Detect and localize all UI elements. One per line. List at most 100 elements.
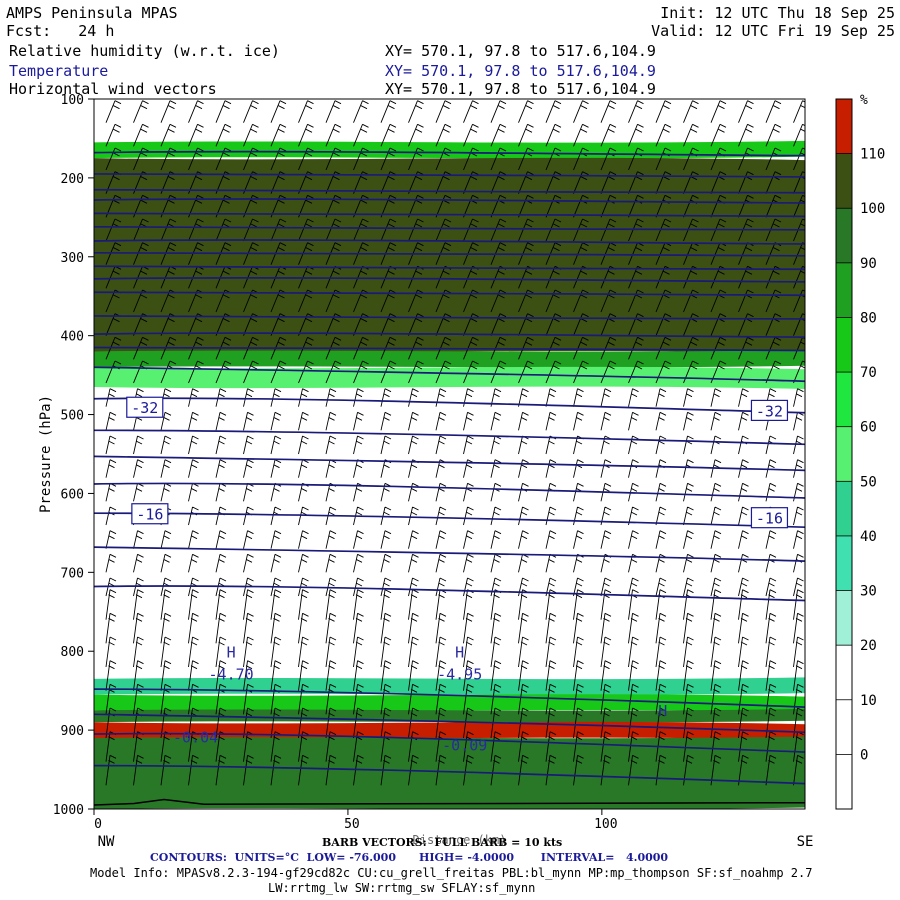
- wind-barb: [160, 553, 172, 573]
- wind-barb: [188, 553, 199, 573]
- temperature-contours: [94, 150, 805, 785]
- wind-barb: [683, 123, 699, 147]
- wind-barb: [133, 530, 144, 549]
- wind-barb: [573, 636, 584, 668]
- wind-barb: [490, 506, 502, 526]
- wind-barb: [188, 435, 199, 455]
- y-tick-label: 800: [61, 645, 84, 660]
- wind-barb: [463, 100, 479, 123]
- wind-barb: [518, 100, 534, 123]
- wind-barb: [683, 636, 694, 668]
- wind-barb: [353, 660, 364, 691]
- wind-barb: [215, 411, 227, 431]
- wind-barb: [325, 754, 337, 786]
- wind-barb: [710, 530, 722, 549]
- wind-barb: [298, 589, 309, 620]
- wind-barb: [160, 754, 172, 786]
- field-rh-xy: XY= 570.1, 97.8 to 517.6,104.9: [385, 42, 656, 60]
- y-tick-label: 200: [61, 172, 84, 187]
- temperature-contour: [94, 188, 805, 194]
- wind-barb: [435, 218, 452, 242]
- contour-label-box: [750, 507, 789, 529]
- contour-legend: CONTOURS: UNITS=°C LOW= -76.000 HIGH= -4…: [150, 851, 669, 864]
- contour-label: -16: [756, 510, 783, 528]
- temperature-contour: [94, 212, 805, 218]
- wind-barb: [160, 411, 172, 431]
- wind-barb: [105, 123, 122, 147]
- wind-barb: [133, 589, 144, 620]
- wind-barb: [765, 482, 777, 502]
- wind-barb: [765, 612, 777, 644]
- x-tick-label: 50: [344, 817, 360, 832]
- wind-barb: [600, 660, 612, 691]
- colorbar-unit: %: [860, 93, 868, 108]
- wind-barb: [490, 218, 507, 242]
- wind-barb: [683, 360, 699, 384]
- wind-barb: [188, 123, 204, 147]
- wind-barb: [270, 612, 282, 644]
- wind-barb: [710, 612, 722, 644]
- colorbar-swatch: [836, 262, 852, 318]
- plot-frame: [93, 98, 806, 810]
- wind-barb: [188, 100, 204, 123]
- wind-barb: [380, 411, 392, 431]
- temperature-contour: [94, 251, 805, 257]
- wind-barb: [765, 589, 777, 620]
- contour-label-box: [131, 503, 169, 525]
- rh-layer: [94, 157, 805, 354]
- wind-barb: [243, 530, 254, 549]
- temperature-contour: [94, 332, 805, 338]
- extremum-value: -0.04: [173, 729, 218, 747]
- temperature-contour: [94, 198, 805, 204]
- wind-barb: [738, 612, 749, 644]
- wind-barb: [738, 482, 749, 502]
- wind-barb: [325, 553, 337, 573]
- wind-barb: [298, 530, 309, 549]
- contour-label: -16: [136, 506, 163, 524]
- wind-barb: [325, 100, 342, 123]
- wind-barb: [573, 336, 589, 360]
- wind-barb: [215, 660, 227, 691]
- wind-barb: [490, 530, 502, 549]
- wind-barb: [765, 123, 782, 147]
- wind-barb: [573, 218, 589, 242]
- wind-barb: [325, 218, 342, 242]
- wind-barb: [628, 388, 639, 407]
- wind-barb: [243, 589, 254, 620]
- wind-barb: [408, 577, 419, 597]
- wind-barb: [435, 553, 447, 573]
- wind-barb: [765, 754, 777, 786]
- wind-barb: [765, 336, 782, 360]
- wind-barb: [243, 660, 254, 691]
- wind-barb: [408, 100, 424, 123]
- wind-barb: [573, 754, 584, 786]
- wind-barb: [628, 336, 644, 360]
- colorbar-swatch: [836, 208, 852, 263]
- temperature-contour: [94, 265, 805, 271]
- wind-barb: [435, 660, 447, 691]
- wind-barb: [353, 707, 364, 739]
- x-axis-title: Distance (km): [413, 833, 507, 847]
- wind-barb: [793, 636, 804, 668]
- field-wind-name: Horizontal wind vectors: [9, 80, 217, 98]
- barb-legend: BARB VECTORS: FULL BARB = 10 kts: [322, 836, 563, 849]
- x-tick-label: 0: [94, 817, 102, 832]
- wind-barb: [353, 411, 364, 431]
- wind-barb: [683, 660, 694, 691]
- wind-barb: [628, 683, 639, 715]
- wind-barb: [188, 612, 199, 644]
- wind-barb: [380, 589, 392, 620]
- wind-barb: [353, 683, 364, 715]
- wind-barb: [270, 530, 282, 549]
- wind-barb: [380, 530, 392, 549]
- wind-barb: [490, 123, 507, 147]
- wind-barb: [408, 123, 424, 147]
- wind-barb: [105, 530, 117, 549]
- wind-barb: [628, 636, 639, 668]
- wind-barb: [353, 530, 364, 549]
- wind-barb: [600, 707, 612, 739]
- forecast-hour: Fcst: 24 h: [6, 22, 115, 40]
- wind-barb: [325, 589, 337, 620]
- wind-barb: [270, 411, 282, 431]
- wind-barb: [463, 636, 474, 668]
